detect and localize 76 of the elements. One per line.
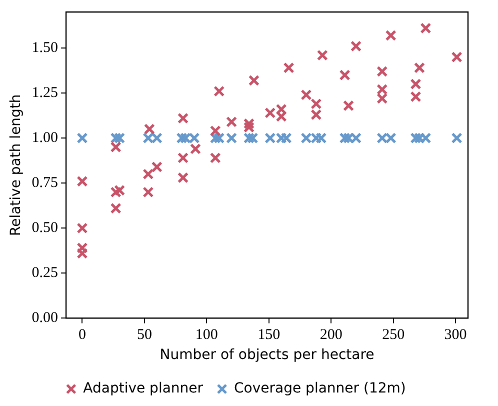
point xyxy=(110,132,122,144)
point xyxy=(414,62,426,74)
point xyxy=(188,132,200,144)
point xyxy=(283,62,294,74)
point xyxy=(248,74,260,86)
point xyxy=(214,132,225,144)
point xyxy=(410,132,422,144)
point xyxy=(376,66,388,77)
point xyxy=(420,132,432,144)
point xyxy=(414,132,426,144)
point xyxy=(176,132,188,144)
point xyxy=(214,86,225,97)
point xyxy=(243,132,255,144)
x-tick-label: 100 xyxy=(195,327,218,344)
legend-label: Adaptive planner xyxy=(83,380,204,397)
point xyxy=(180,132,192,144)
point xyxy=(76,176,88,187)
x-tick-label: 300 xyxy=(444,327,467,344)
point xyxy=(190,143,202,154)
point xyxy=(114,132,126,144)
point xyxy=(342,100,354,112)
x-tick-label: 250 xyxy=(382,327,405,344)
x-tick-label: 50 xyxy=(136,327,152,344)
point xyxy=(177,172,189,184)
point xyxy=(264,132,276,144)
point xyxy=(110,202,122,214)
point xyxy=(226,132,238,144)
point xyxy=(110,142,122,153)
y-tick-label: 1.25 xyxy=(32,84,58,101)
point xyxy=(76,132,88,144)
point xyxy=(243,118,255,130)
point xyxy=(144,124,155,135)
point xyxy=(451,51,462,63)
point xyxy=(177,112,189,124)
x-tick-label: 0 xyxy=(78,327,86,344)
point xyxy=(243,122,255,133)
point xyxy=(276,132,287,144)
point xyxy=(226,116,238,128)
point xyxy=(376,132,388,144)
point xyxy=(142,168,154,180)
point xyxy=(310,132,322,144)
x-tick-label: 150 xyxy=(258,327,280,344)
y-axis-title: Relative path length xyxy=(8,94,24,236)
point xyxy=(316,50,328,61)
x-tick-label: 200 xyxy=(320,327,342,344)
point xyxy=(264,107,276,118)
y-tick-label: 0.75 xyxy=(32,175,58,192)
point xyxy=(385,30,396,41)
point xyxy=(247,132,258,144)
point xyxy=(385,132,396,144)
point xyxy=(451,132,462,144)
point xyxy=(76,222,88,234)
point xyxy=(316,132,327,144)
point xyxy=(300,132,312,144)
y-tick-label: 1.00 xyxy=(32,130,58,146)
legend-label: Coverage planner (12m) xyxy=(234,380,406,397)
y-tick-label: 0.00 xyxy=(32,310,58,326)
y-tick-label: 1.50 xyxy=(32,40,58,56)
point xyxy=(339,132,350,144)
point xyxy=(280,132,292,144)
point xyxy=(420,22,432,34)
point xyxy=(142,132,154,144)
point xyxy=(210,125,221,136)
y-tick-label: 0.25 xyxy=(32,265,58,282)
point xyxy=(110,186,122,198)
point xyxy=(177,152,189,164)
point xyxy=(300,89,312,100)
x-axis-title: Number of objects per hectare xyxy=(160,347,374,364)
point xyxy=(114,184,126,196)
y-tick-label: 0.50 xyxy=(32,220,58,236)
point xyxy=(151,132,162,144)
point xyxy=(350,40,362,52)
point xyxy=(151,161,162,172)
point xyxy=(142,186,154,198)
point xyxy=(339,70,350,81)
point xyxy=(210,152,221,164)
